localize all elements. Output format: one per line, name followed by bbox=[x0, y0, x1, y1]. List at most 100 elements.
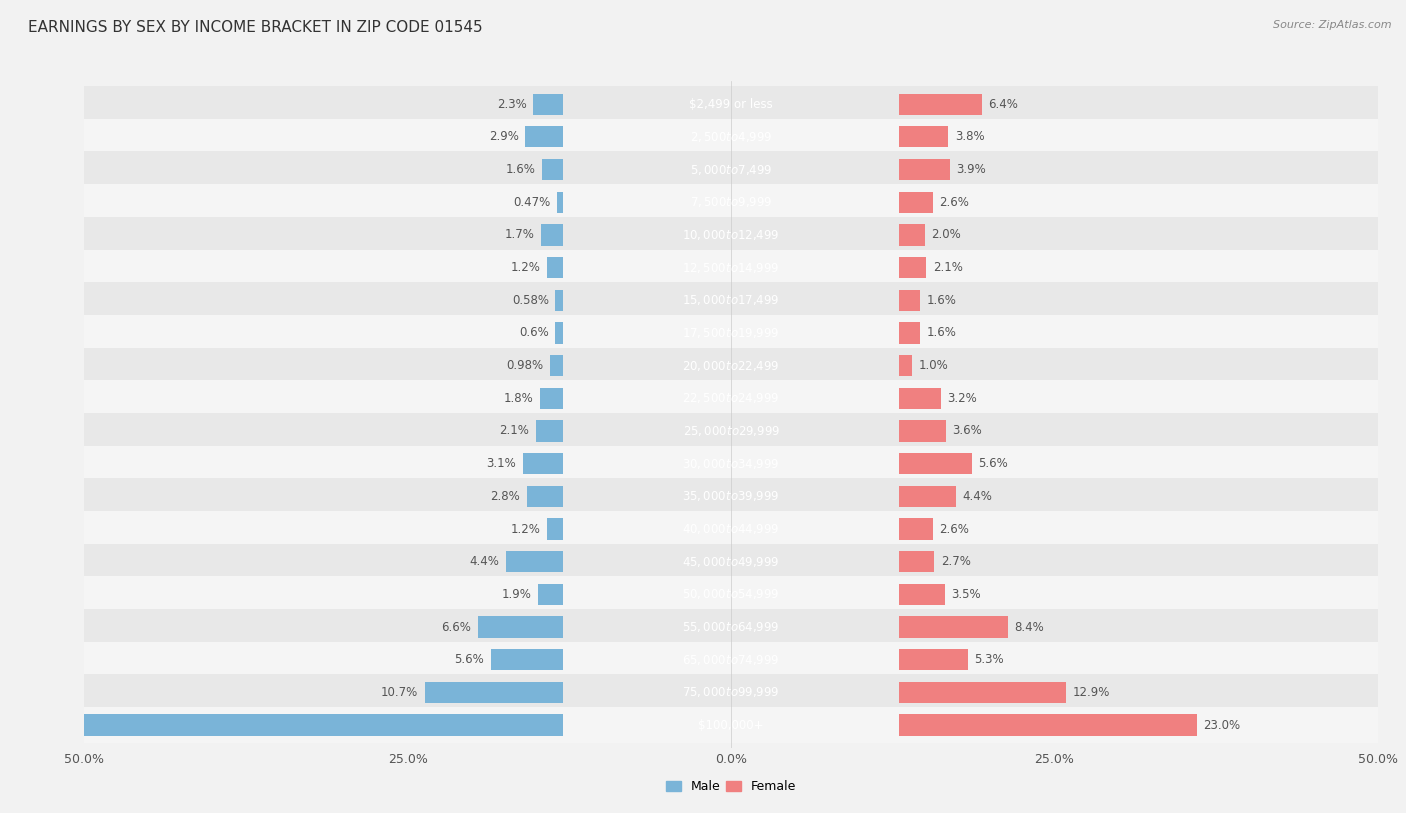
Bar bbox=[59, 151, 1403, 188]
Text: 1.0%: 1.0% bbox=[918, 359, 949, 372]
Text: 3.5%: 3.5% bbox=[950, 588, 980, 601]
Bar bbox=[59, 282, 1403, 319]
Text: $55,000 to $64,999: $55,000 to $64,999 bbox=[682, 620, 780, 634]
Bar bbox=[900, 519, 934, 540]
Text: $75,000 to $99,999: $75,000 to $99,999 bbox=[682, 685, 780, 699]
Text: 2.6%: 2.6% bbox=[939, 523, 969, 536]
Text: $17,500 to $19,999: $17,500 to $19,999 bbox=[682, 326, 780, 340]
Bar bbox=[59, 446, 1403, 482]
Bar bbox=[59, 707, 1403, 743]
Text: 3.2%: 3.2% bbox=[948, 392, 977, 405]
Text: 4.4%: 4.4% bbox=[470, 555, 499, 568]
Text: 3.9%: 3.9% bbox=[956, 163, 986, 176]
Bar bbox=[59, 674, 1403, 711]
Text: 2.9%: 2.9% bbox=[489, 130, 519, 143]
Text: 0.6%: 0.6% bbox=[519, 327, 548, 340]
Bar bbox=[533, 93, 562, 115]
Bar bbox=[59, 86, 1403, 122]
Text: $50,000 to $54,999: $50,000 to $54,999 bbox=[682, 587, 780, 602]
Bar bbox=[900, 355, 912, 376]
Bar bbox=[540, 388, 562, 409]
Text: EARNINGS BY SEX BY INCOME BRACKET IN ZIP CODE 01545: EARNINGS BY SEX BY INCOME BRACKET IN ZIP… bbox=[28, 20, 482, 35]
Bar bbox=[547, 519, 562, 540]
Bar bbox=[538, 584, 562, 605]
Bar bbox=[506, 551, 562, 572]
Bar bbox=[900, 159, 949, 180]
Text: 5.6%: 5.6% bbox=[979, 457, 1008, 470]
Bar bbox=[59, 119, 1403, 155]
Bar bbox=[59, 217, 1403, 253]
Text: 0.58%: 0.58% bbox=[512, 293, 548, 307]
Bar bbox=[900, 649, 967, 671]
Bar bbox=[900, 224, 925, 246]
Bar bbox=[900, 616, 1008, 637]
Bar bbox=[59, 315, 1403, 351]
Bar bbox=[555, 322, 562, 344]
Legend: Male, Female: Male, Female bbox=[661, 776, 801, 798]
Bar bbox=[478, 616, 562, 637]
Bar bbox=[59, 641, 1403, 678]
Bar bbox=[900, 322, 920, 344]
Text: 12.9%: 12.9% bbox=[1073, 686, 1109, 699]
Bar bbox=[59, 544, 1403, 580]
Bar bbox=[0, 715, 562, 736]
Text: 1.9%: 1.9% bbox=[502, 588, 531, 601]
Text: 3.6%: 3.6% bbox=[952, 424, 981, 437]
Text: 6.4%: 6.4% bbox=[988, 98, 1018, 111]
Bar bbox=[547, 257, 562, 278]
Text: 2.7%: 2.7% bbox=[941, 555, 970, 568]
Bar bbox=[59, 609, 1403, 645]
Bar bbox=[900, 388, 941, 409]
Bar bbox=[541, 224, 562, 246]
Bar bbox=[900, 93, 981, 115]
Text: $100,000+: $100,000+ bbox=[699, 719, 763, 732]
Text: $40,000 to $44,999: $40,000 to $44,999 bbox=[682, 522, 780, 536]
Text: $5,000 to $7,499: $5,000 to $7,499 bbox=[690, 163, 772, 176]
Text: $20,000 to $22,499: $20,000 to $22,499 bbox=[682, 359, 780, 372]
Text: $45,000 to $49,999: $45,000 to $49,999 bbox=[682, 554, 780, 568]
Text: 1.8%: 1.8% bbox=[503, 392, 533, 405]
Text: 3.1%: 3.1% bbox=[486, 457, 516, 470]
Text: 2.3%: 2.3% bbox=[496, 98, 527, 111]
Text: 5.6%: 5.6% bbox=[454, 653, 484, 666]
Bar bbox=[900, 126, 949, 147]
Bar bbox=[900, 584, 945, 605]
Bar bbox=[536, 420, 562, 441]
Text: 23.0%: 23.0% bbox=[1204, 719, 1240, 732]
Text: 6.6%: 6.6% bbox=[441, 620, 471, 633]
Text: 1.7%: 1.7% bbox=[505, 228, 534, 241]
Text: $2,499 or less: $2,499 or less bbox=[689, 98, 773, 111]
Text: 4.4%: 4.4% bbox=[963, 489, 993, 502]
Bar bbox=[59, 380, 1403, 416]
Text: 2.1%: 2.1% bbox=[934, 261, 963, 274]
Bar bbox=[523, 453, 562, 474]
Text: $10,000 to $12,499: $10,000 to $12,499 bbox=[682, 228, 780, 242]
Text: 2.8%: 2.8% bbox=[491, 489, 520, 502]
Bar bbox=[425, 682, 562, 703]
Text: $7,500 to $9,999: $7,500 to $9,999 bbox=[690, 195, 772, 209]
Bar bbox=[59, 511, 1403, 547]
Text: $22,500 to $24,999: $22,500 to $24,999 bbox=[682, 391, 780, 406]
Bar bbox=[527, 485, 562, 507]
Text: $2,500 to $4,999: $2,500 to $4,999 bbox=[690, 130, 772, 144]
Text: 0.98%: 0.98% bbox=[506, 359, 544, 372]
Bar bbox=[59, 478, 1403, 515]
Text: 1.6%: 1.6% bbox=[927, 293, 956, 307]
Bar bbox=[900, 257, 927, 278]
Text: 2.6%: 2.6% bbox=[939, 196, 969, 209]
Text: 1.6%: 1.6% bbox=[506, 163, 536, 176]
Bar bbox=[900, 420, 946, 441]
Bar bbox=[491, 649, 562, 671]
Bar bbox=[59, 413, 1403, 449]
Bar bbox=[555, 289, 562, 311]
Text: 1.2%: 1.2% bbox=[512, 523, 541, 536]
Bar bbox=[59, 576, 1403, 612]
Text: Source: ZipAtlas.com: Source: ZipAtlas.com bbox=[1274, 20, 1392, 30]
Bar bbox=[900, 682, 1066, 703]
Bar bbox=[900, 289, 920, 311]
Text: 8.4%: 8.4% bbox=[1014, 620, 1045, 633]
Text: 2.0%: 2.0% bbox=[932, 228, 962, 241]
Bar bbox=[557, 192, 562, 213]
Bar bbox=[543, 159, 562, 180]
Text: 1.2%: 1.2% bbox=[512, 261, 541, 274]
